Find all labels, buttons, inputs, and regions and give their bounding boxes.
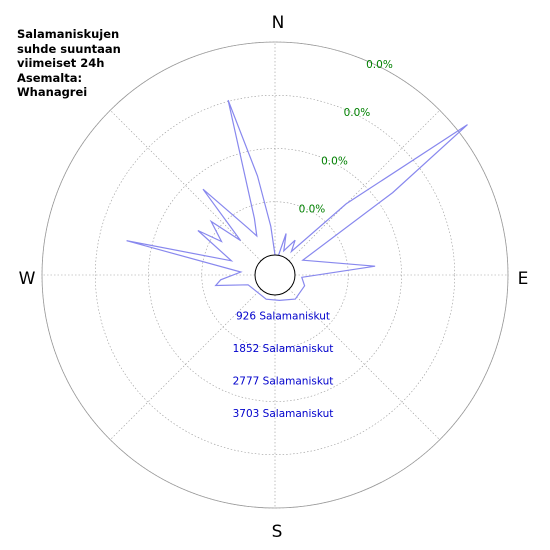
ring-labels: 926 Salamaniskut 0.0% 1852 Salamaniskut 0.0…: [233, 59, 393, 420]
ring-count-label: 926 Salamaniskut: [236, 311, 330, 323]
chart-title: Salamaniskujen suhde suuntaan viimeiset …: [17, 27, 121, 100]
compass-south-label: S: [272, 522, 283, 542]
ring-percent-label: 0.0%: [344, 107, 371, 119]
compass-west-label: W: [19, 269, 36, 289]
ring-count-label: 3703 Salamaniskut: [233, 408, 334, 420]
ring-percent-label: 0.0%: [366, 59, 393, 71]
series-line: [126, 99, 468, 302]
center-circle: [254, 254, 296, 296]
grid-ring: [148, 148, 402, 402]
title-line: Asemalta:: [17, 70, 83, 85]
grid-spoke: [288, 288, 440, 440]
grid-spoke: [288, 110, 440, 262]
ring-percent-label: 0.0%: [299, 204, 326, 216]
grid: [41, 41, 509, 509]
grid-ring: [94, 94, 456, 456]
grid-spoke: [110, 288, 262, 440]
title-line: Salamaniskujen: [17, 27, 120, 41]
title-line: viimeiset 24h: [17, 56, 105, 70]
grid-ring: [41, 41, 509, 509]
compass-east-label: E: [518, 269, 529, 289]
ring-count-label: 1852 Salamaniskut: [233, 343, 334, 355]
compass-north-label: N: [272, 13, 285, 33]
ring-percent-label: 0.0%: [321, 155, 348, 167]
title-line: suhde suuntaan: [17, 41, 121, 56]
title-line: Whanagrei: [17, 85, 88, 99]
grid-spoke: [110, 110, 262, 262]
ring-count-label: 2777 Salamaniskut: [233, 376, 334, 388]
series: [126, 99, 468, 302]
